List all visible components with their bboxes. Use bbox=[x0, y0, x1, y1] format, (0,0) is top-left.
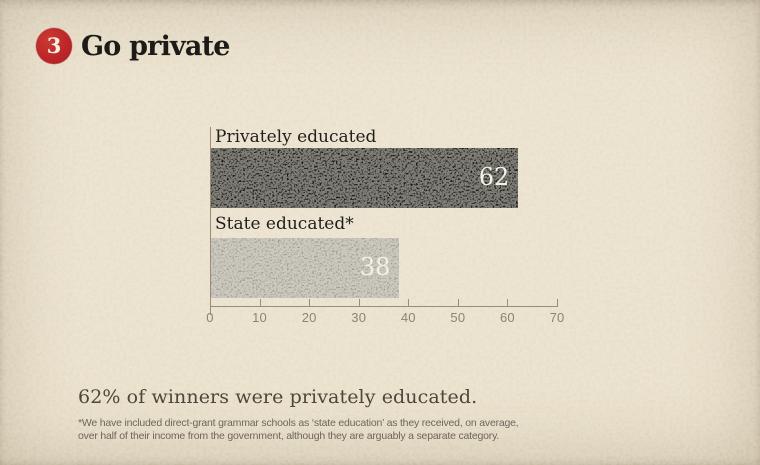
bar-chart: Privately educated 62 State educated* 38 0 1… bbox=[206, 127, 564, 332]
footnote: *We have included direct-grant grammar s… bbox=[78, 417, 519, 443]
bar-state-educated: 38 bbox=[211, 238, 400, 298]
x-tick-label-20: 20 bbox=[301, 310, 317, 325]
bar-privately-educated: 62 bbox=[211, 148, 519, 208]
bar-label-privately-educated: Privately educated bbox=[215, 127, 377, 147]
bar-texture bbox=[211, 148, 519, 208]
x-tick-10 bbox=[259, 299, 261, 306]
bar-value-privately-educated: 62 bbox=[478, 163, 510, 191]
x-axis-line bbox=[210, 306, 558, 307]
bar-rows: Privately educated 62 State educated* 38 bbox=[210, 127, 558, 332]
x-tick-30 bbox=[358, 299, 360, 306]
x-tick-label-0: 0 bbox=[206, 310, 214, 325]
x-tick-label-30: 30 bbox=[351, 310, 367, 325]
bar-texture bbox=[211, 238, 400, 298]
x-tick-label-50: 50 bbox=[450, 310, 466, 325]
x-tick-40 bbox=[408, 299, 410, 306]
chart-caption: 62% of winners were privately educated. bbox=[78, 386, 478, 408]
step-number-badge: 3 bbox=[36, 28, 72, 64]
header: 3 Go private bbox=[36, 28, 230, 64]
x-tick-label-60: 60 bbox=[499, 310, 515, 325]
x-tick-label-40: 40 bbox=[400, 310, 416, 325]
page-title: Go private bbox=[81, 30, 230, 62]
x-tick-70 bbox=[557, 299, 558, 306]
bar-label-state-educated: State educated* bbox=[215, 214, 354, 234]
x-tick-label-10: 10 bbox=[252, 310, 267, 325]
bar-value-state-educated: 38 bbox=[359, 253, 391, 281]
x-tick-label-70: 70 bbox=[549, 310, 565, 325]
x-tick-20 bbox=[309, 299, 311, 306]
footnote-line-1: *We have included direct-grant grammar s… bbox=[78, 417, 519, 429]
x-tick-50 bbox=[457, 299, 459, 306]
x-tick-60 bbox=[507, 299, 509, 306]
step-number: 3 bbox=[46, 32, 62, 58]
footnote-line-2: over half of their income from the gover… bbox=[78, 430, 500, 442]
x-tick-0 bbox=[210, 299, 211, 306]
y-axis-line bbox=[210, 127, 211, 315]
